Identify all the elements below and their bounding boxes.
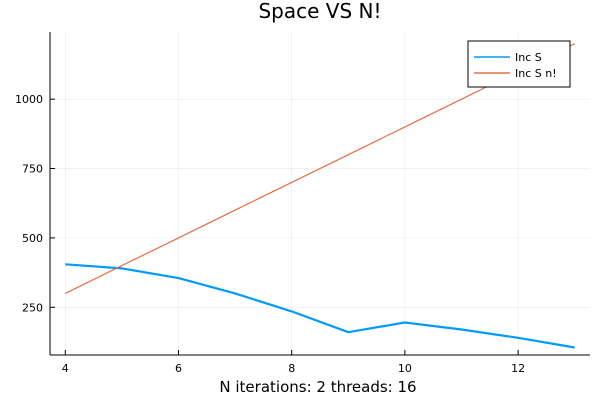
- grid: [50, 32, 590, 355]
- legend-label-inc-s: Inc S: [515, 51, 542, 64]
- x-tick-label: 4: [62, 362, 69, 375]
- axes: [49, 32, 590, 356]
- x-tick-label: 8: [288, 362, 295, 375]
- y-tick-label: 250: [22, 301, 43, 314]
- x-tick-label: 10: [398, 362, 412, 375]
- y-tick-label: 500: [22, 232, 43, 245]
- y-tick-label: 750: [22, 163, 43, 176]
- legend-label-inc-s-n: Inc S n!: [515, 67, 557, 80]
- x-tick-label: 12: [511, 362, 525, 375]
- x-axis-label: N iterations: 2 threads: 16: [219, 378, 416, 396]
- legend: Inc S Inc S n!: [467, 40, 571, 88]
- y-tick-label: 1000: [15, 93, 43, 106]
- x-tick-label: 6: [175, 362, 182, 375]
- legend-box: [467, 40, 571, 88]
- series-line-inc-s: [65, 263, 575, 349]
- tick-labels: 4 6 8 10 12 250 500 750 1000: [15, 93, 525, 375]
- plot-series: [65, 43, 575, 349]
- chart-title: Space VS N!: [258, 0, 381, 23]
